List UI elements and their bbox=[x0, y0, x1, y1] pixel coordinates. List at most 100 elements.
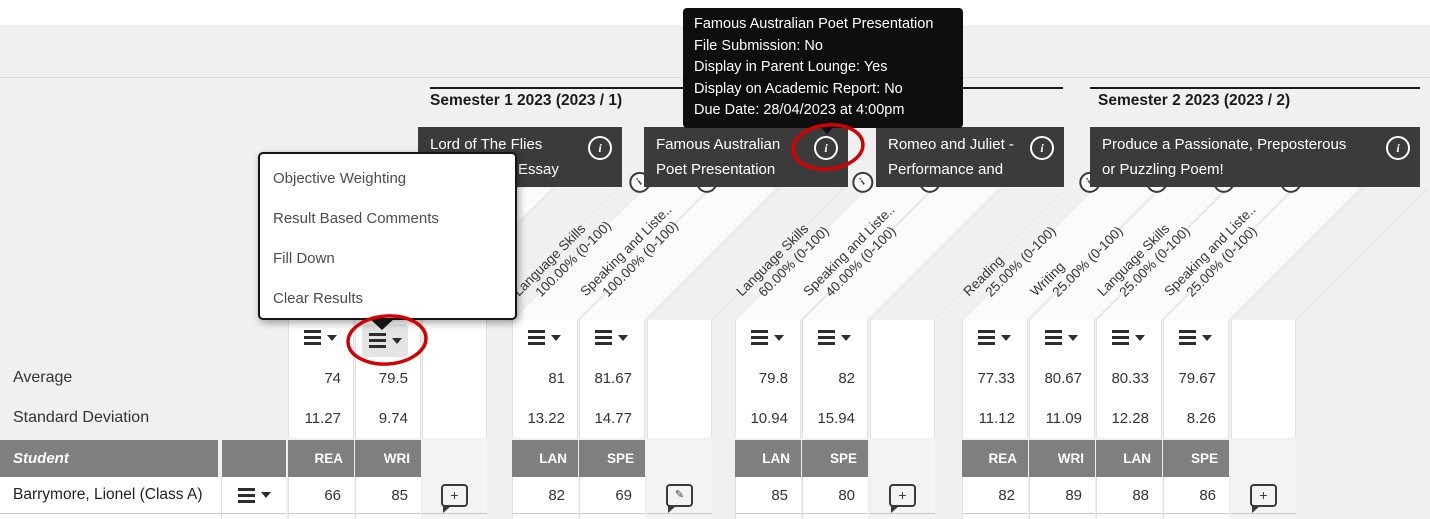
next-row-partial bbox=[0, 514, 221, 519]
caret-down-icon bbox=[841, 334, 851, 341]
semester2-underline bbox=[1090, 87, 1420, 89]
caret-down-icon bbox=[1202, 334, 1212, 341]
semester2-header: Semester 2 2023 (2023 / 2) bbox=[1098, 92, 1291, 109]
result-cell[interactable]: 88 bbox=[1096, 477, 1162, 514]
assessment-info-icon[interactable]: i bbox=[588, 136, 612, 160]
tooltip-title: Famous Australian Poet Presentation bbox=[694, 16, 934, 32]
comment-cell: + bbox=[870, 477, 935, 514]
column-menu-button[interactable] bbox=[751, 330, 784, 345]
average-value: 79.8 bbox=[758, 369, 788, 387]
comment-cell: ✎ bbox=[647, 477, 712, 514]
average-value: 79.5 bbox=[378, 369, 408, 387]
tooltip-parent-lounge: Display in Parent Lounge: Yes bbox=[694, 59, 888, 75]
column-menu-button[interactable] bbox=[1179, 330, 1212, 345]
stddev-value: 11.27 bbox=[304, 409, 341, 427]
add-comment-button[interactable]: + bbox=[889, 483, 916, 513]
menu-item-result-based-comments[interactable]: Result Based Comments bbox=[273, 210, 439, 227]
average-value: 79.67 bbox=[1178, 369, 1216, 387]
edit-comment-button[interactable]: ✎ bbox=[666, 483, 693, 513]
result-cell[interactable]: 89 bbox=[1029, 477, 1095, 514]
column-menu-button[interactable] bbox=[528, 330, 561, 345]
result-cell[interactable]: 85 bbox=[355, 477, 421, 514]
caret-down-icon bbox=[1001, 334, 1011, 341]
row-menu-cell bbox=[221, 477, 286, 514]
row-menu-button[interactable] bbox=[237, 487, 271, 503]
hamburger-icon bbox=[1179, 330, 1196, 345]
add-comment-button[interactable]: + bbox=[1250, 483, 1277, 513]
row-menu-column-header bbox=[222, 440, 286, 477]
average-value: 81 bbox=[548, 369, 565, 387]
column-code-header: SPE bbox=[1163, 440, 1229, 477]
assessment-info-icon[interactable]: i bbox=[814, 136, 838, 160]
average-value: 82 bbox=[838, 369, 855, 387]
result-cell[interactable]: 82 bbox=[512, 477, 578, 514]
column-code-header: REA bbox=[962, 440, 1028, 477]
stddev-value: 14.77 bbox=[594, 409, 632, 427]
assessment-tooltip: Famous Australian Poet Presentation File… bbox=[683, 8, 963, 128]
result-cell[interactable]: 86 bbox=[1163, 477, 1229, 514]
hamburger-icon bbox=[528, 330, 545, 345]
column-code-header: LAN bbox=[735, 440, 801, 477]
student-column-header: Student bbox=[0, 440, 218, 477]
add-comment-button[interactable]: + bbox=[441, 483, 468, 513]
column-menu-button[interactable] bbox=[1112, 330, 1145, 345]
comment-cell: + bbox=[422, 477, 487, 514]
assessment-card: Produce a Passionate, Preposterous or Pu… bbox=[1090, 127, 1420, 187]
menu-item-clear-results[interactable]: Clear Results bbox=[273, 290, 364, 307]
column-menu-button[interactable] bbox=[304, 330, 337, 345]
menu-pointer-icon bbox=[369, 318, 395, 330]
stddev-value: 9.74 bbox=[378, 409, 408, 427]
caret-down-icon bbox=[1135, 334, 1145, 341]
column-code-header: WRI bbox=[1029, 440, 1095, 477]
average-value: 80.33 bbox=[1111, 369, 1149, 387]
comment-column-header bbox=[422, 440, 487, 477]
column-code-header: SPE bbox=[802, 440, 868, 477]
caret-down-icon bbox=[391, 337, 402, 344]
assessment-title-line1: Famous Australian bbox=[656, 136, 781, 153]
criterion-info-icon[interactable]: i bbox=[847, 167, 878, 197]
menu-item-objective-weighting[interactable]: Objective Weighting bbox=[273, 170, 407, 187]
menu-item-fill-down[interactable]: Fill Down bbox=[273, 250, 335, 267]
assessment-info-icon[interactable]: i bbox=[1386, 136, 1410, 160]
caret-down-icon bbox=[618, 334, 628, 341]
assessment-card: Famous Australian Poet Presentation i bbox=[644, 127, 848, 187]
column-menu-button[interactable] bbox=[978, 330, 1011, 345]
comment-cell: + bbox=[1231, 477, 1296, 514]
column-code-header: SPE bbox=[579, 440, 645, 477]
hamburger-icon bbox=[595, 330, 612, 345]
hamburger-icon bbox=[751, 330, 768, 345]
hamburger-icon bbox=[304, 330, 321, 345]
result-cell[interactable]: 80 bbox=[802, 477, 868, 514]
stddev-value: 13.22 bbox=[527, 409, 565, 427]
assessment-title-line2: Poet Presentation bbox=[656, 161, 776, 178]
assessment-title-line2: or Puzzling Poem! bbox=[1102, 161, 1224, 178]
column-menu-button[interactable] bbox=[1045, 330, 1078, 345]
tooltip-due-date: Due Date: 28/04/2023 at 4:00pm bbox=[694, 102, 905, 118]
caret-down-icon bbox=[774, 334, 784, 341]
column-menu-button[interactable] bbox=[818, 330, 851, 345]
column-code-header: REA bbox=[288, 440, 354, 477]
hamburger-icon bbox=[1045, 330, 1062, 345]
stddev-value: 15.94 bbox=[817, 409, 855, 427]
stddev-value: 12.28 bbox=[1111, 409, 1149, 427]
average-value: 80.67 bbox=[1044, 369, 1082, 387]
result-cell[interactable]: 69 bbox=[579, 477, 645, 514]
caret-down-icon bbox=[260, 492, 271, 498]
comment-column-header bbox=[1231, 440, 1296, 477]
assessment-title-line1: Lord of The Flies bbox=[430, 136, 543, 153]
average-row-label: Average bbox=[13, 369, 73, 386]
average-value: 74 bbox=[324, 369, 341, 387]
stddev-row-label: Standard Deviation bbox=[13, 409, 150, 426]
stddev-value: 11.09 bbox=[1045, 409, 1082, 427]
column-context-menu: Objective Weighting Result Based Comment… bbox=[258, 152, 517, 320]
tooltip-pointer-icon bbox=[818, 124, 836, 134]
assessment-info-icon[interactable]: i bbox=[1030, 136, 1054, 160]
assessment-title-line1: Romeo and Juliet - bbox=[888, 136, 1014, 153]
result-cell[interactable]: 82 bbox=[962, 477, 1028, 514]
column-menu-button[interactable] bbox=[595, 330, 628, 345]
hamburger-icon bbox=[368, 333, 386, 348]
tooltip-file-submission: File Submission: No bbox=[694, 37, 823, 54]
result-cell[interactable]: 66 bbox=[288, 477, 354, 514]
result-cell[interactable]: 85 bbox=[735, 477, 801, 514]
